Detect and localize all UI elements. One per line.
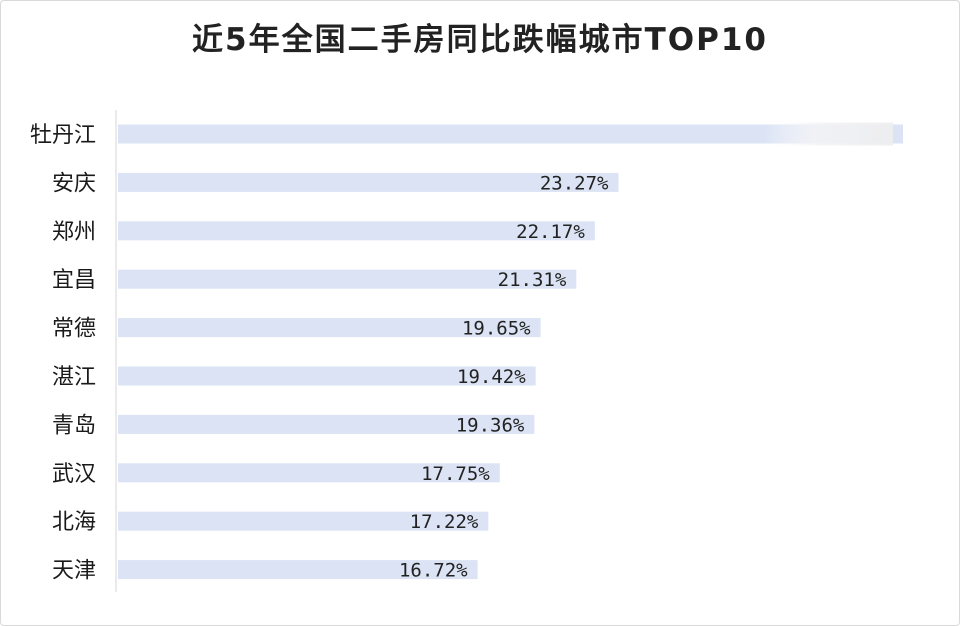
value-label: 19.42%	[457, 366, 526, 388]
category-label: 宜昌	[52, 268, 96, 293]
bar	[118, 124, 903, 144]
value-label: 19.36%	[456, 414, 525, 436]
bar	[118, 560, 478, 580]
category-label: 牡丹江	[30, 123, 96, 148]
category-label: 青岛	[52, 413, 96, 438]
bar	[118, 366, 536, 386]
bar	[118, 318, 541, 338]
category-label: 湛江	[52, 365, 96, 390]
value-label: 22.17%	[516, 221, 585, 243]
value-label: 23.27%	[540, 172, 609, 194]
category-label: 天津	[52, 559, 96, 584]
category-label: 常德	[52, 317, 96, 342]
category-label: 安庆	[52, 171, 96, 196]
bar	[118, 414, 535, 434]
value-label: 16.72%	[399, 560, 468, 582]
bar	[118, 269, 577, 289]
bar	[118, 511, 489, 531]
category-label: 北海	[52, 510, 96, 535]
bar	[118, 172, 619, 192]
category-label: 郑州	[52, 220, 96, 245]
bar	[118, 221, 595, 241]
value-label: 19.65%	[462, 318, 531, 340]
obscured-value-label	[763, 122, 893, 146]
chart-title: 近5年全国二手房同比跌幅城市TOP10	[192, 22, 768, 58]
bar	[118, 463, 500, 483]
value-label: 17.22%	[410, 511, 479, 533]
value-label: 17.75%	[421, 463, 490, 485]
value-label: 21.31%	[498, 269, 567, 291]
category-label: 武汉	[52, 462, 96, 487]
